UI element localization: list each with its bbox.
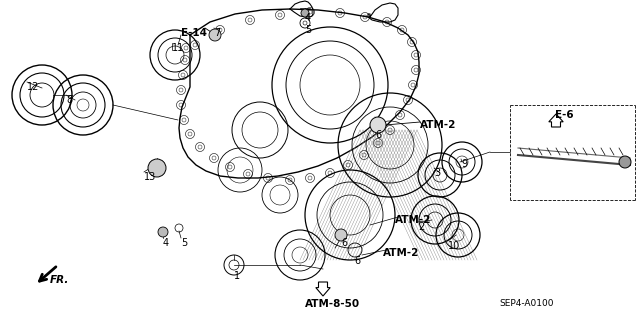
Text: 5: 5 — [305, 25, 311, 35]
Text: 4: 4 — [163, 238, 169, 248]
Text: E-6: E-6 — [555, 110, 573, 120]
Circle shape — [335, 229, 347, 241]
Text: 2: 2 — [418, 222, 424, 232]
Text: 6: 6 — [375, 130, 381, 140]
Text: E-14: E-14 — [181, 28, 207, 38]
Circle shape — [158, 227, 168, 237]
Text: 4: 4 — [305, 13, 311, 23]
Circle shape — [619, 156, 631, 168]
Circle shape — [370, 117, 386, 133]
Text: SEP4-A0100: SEP4-A0100 — [499, 299, 554, 308]
Text: 5: 5 — [181, 238, 188, 248]
Text: ATM-2: ATM-2 — [395, 215, 431, 225]
Circle shape — [148, 159, 166, 177]
Text: 11: 11 — [172, 43, 184, 53]
Text: 8: 8 — [66, 95, 72, 105]
Text: FR.: FR. — [50, 275, 69, 285]
Text: 7: 7 — [214, 28, 220, 38]
Text: ATM-2: ATM-2 — [420, 120, 456, 130]
Text: 6: 6 — [354, 256, 360, 266]
Circle shape — [209, 29, 221, 41]
Text: 3: 3 — [434, 168, 440, 178]
Text: 12: 12 — [27, 82, 40, 92]
Circle shape — [301, 9, 309, 17]
Text: ATM-8-50: ATM-8-50 — [305, 299, 360, 309]
Text: 9: 9 — [461, 159, 467, 169]
Text: 6: 6 — [341, 238, 347, 248]
Text: ATM-2: ATM-2 — [383, 248, 419, 258]
Text: 1: 1 — [234, 271, 240, 281]
Text: 13: 13 — [144, 172, 156, 182]
Text: 10: 10 — [448, 241, 460, 251]
